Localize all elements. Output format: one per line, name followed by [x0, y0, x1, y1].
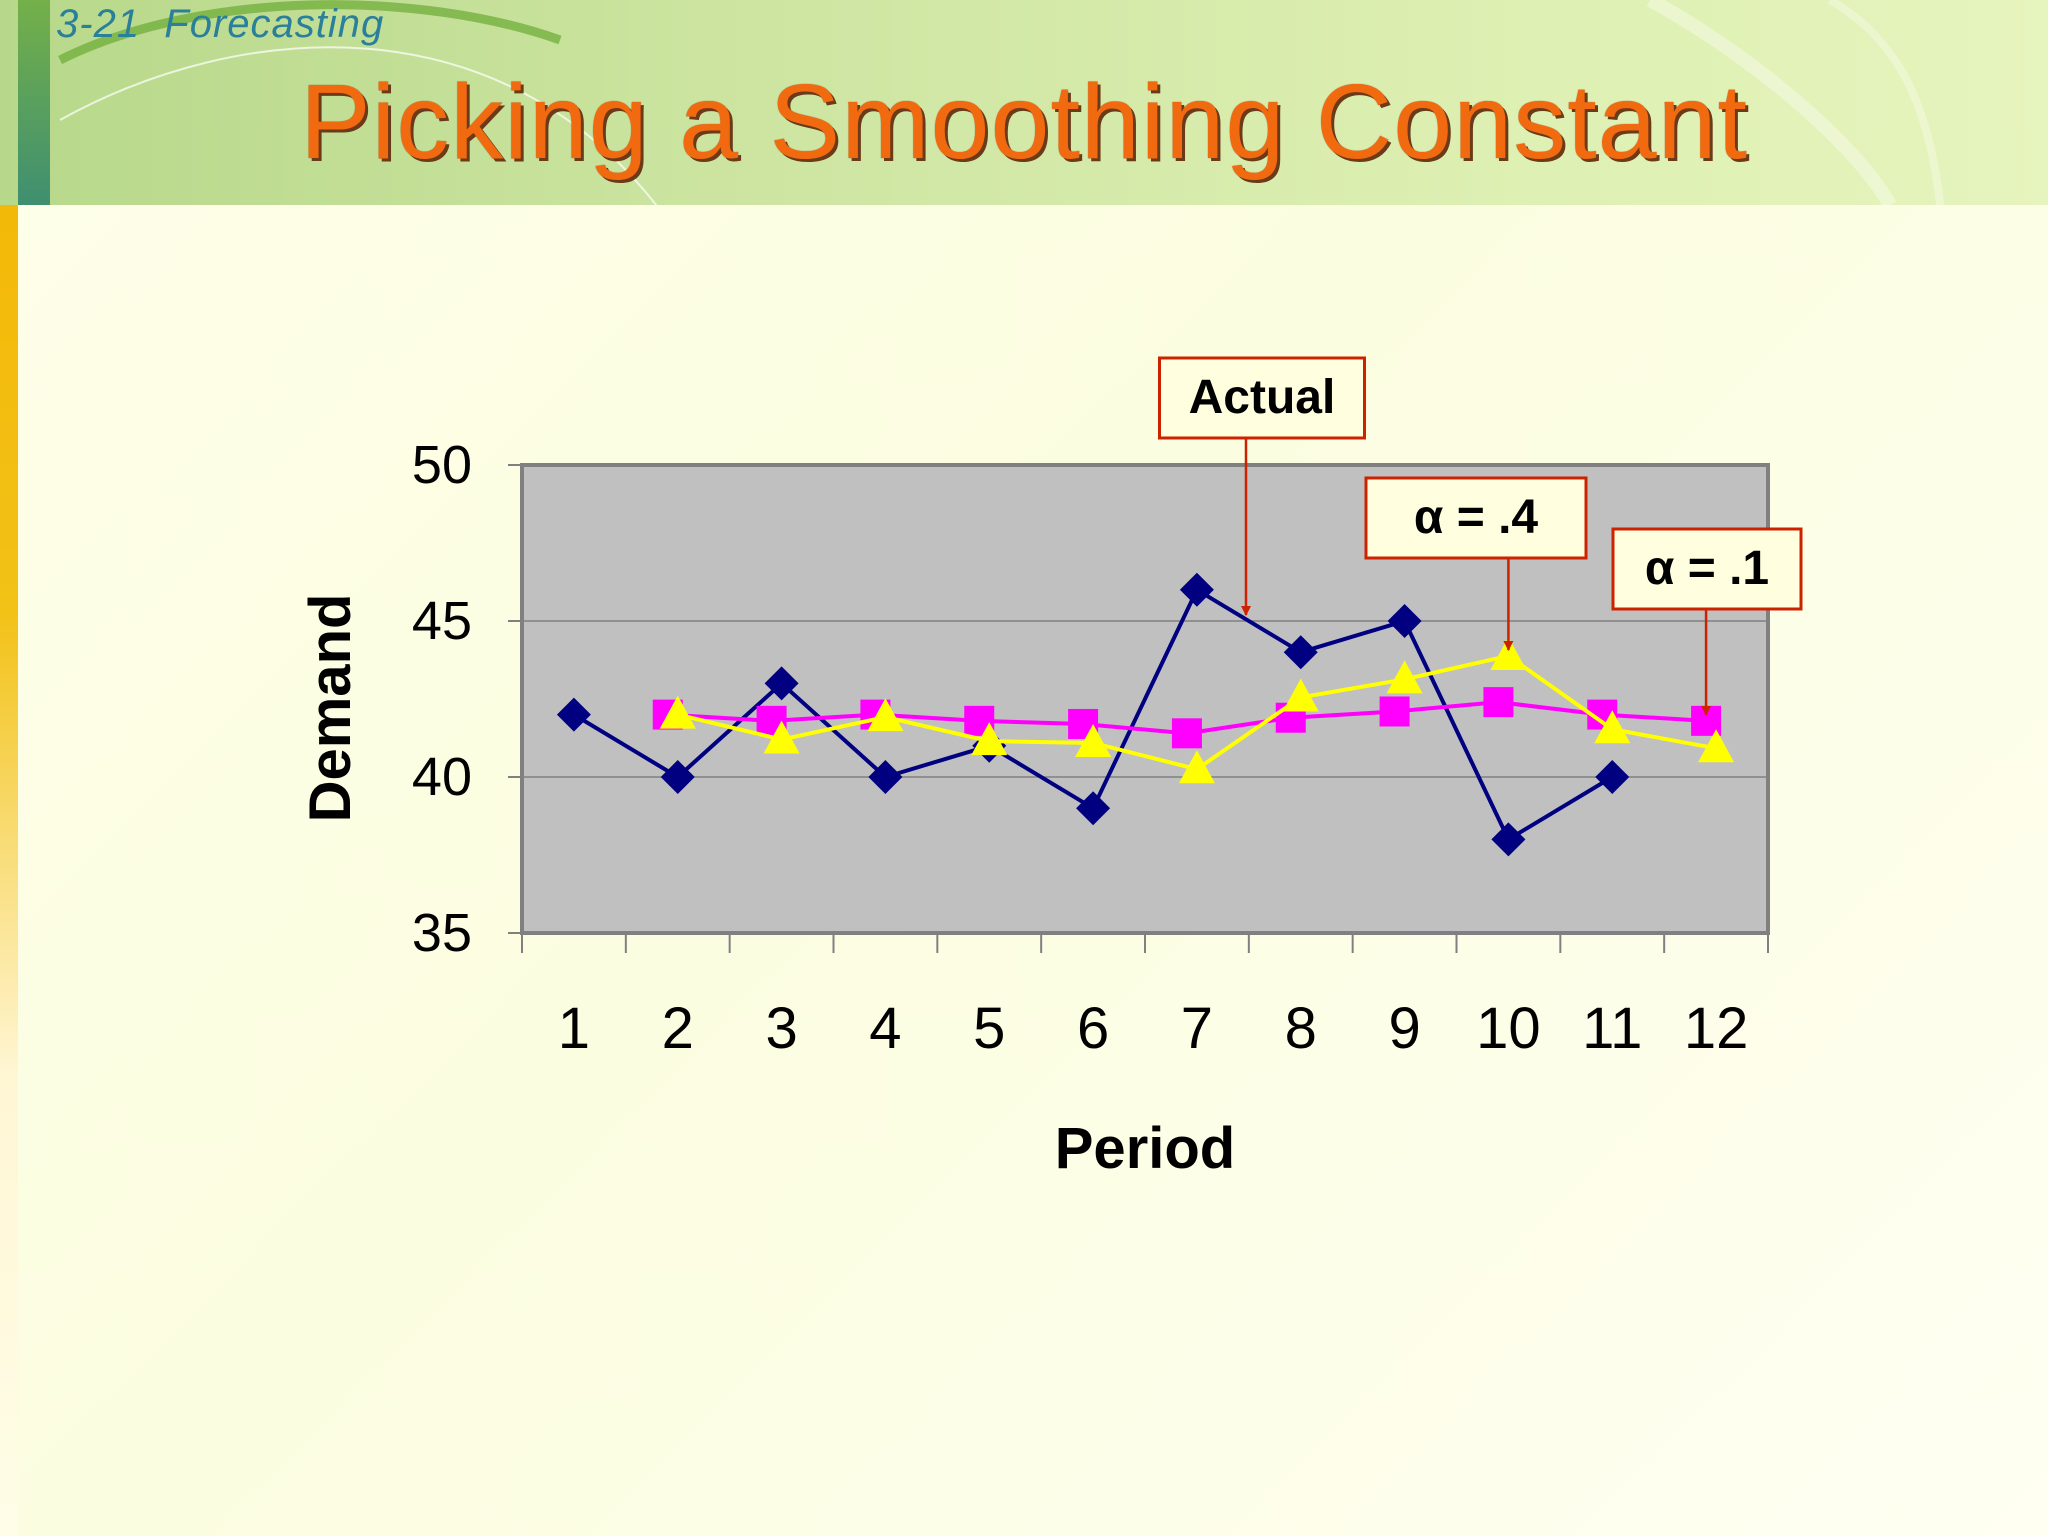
data-point-triangle	[1386, 660, 1423, 694]
x-tick-label: 5	[973, 996, 1005, 1061]
y-axis-title: Demand	[298, 594, 363, 823]
x-axis-title: Period	[1055, 1116, 1236, 1181]
annotation-box	[1611, 527, 1803, 611]
annotation-box	[1364, 476, 1588, 560]
data-point-diamond	[1491, 822, 1526, 857]
y-tick-label: 40	[412, 747, 472, 807]
annotation-callout: α = .4	[1364, 476, 1588, 651]
data-point-triangle	[1075, 723, 1112, 757]
data-point-diamond	[764, 666, 799, 701]
data-point-diamond	[556, 697, 591, 732]
series-0	[556, 572, 1630, 857]
data-point-triangle	[1282, 678, 1319, 712]
data-point-triangle	[1594, 710, 1631, 744]
data-point-triangle	[763, 720, 800, 754]
annotation-callout: α = .1	[1611, 527, 1803, 716]
x-tick-label: 8	[1285, 996, 1317, 1061]
y-tick-label: 50	[412, 435, 472, 495]
data-point-diamond	[1179, 572, 1214, 607]
slide-header	[0, 0, 2048, 205]
y-tick-label: 45	[412, 591, 472, 651]
x-tick-label: 12	[1684, 996, 1749, 1061]
page-title: Picking a Smoothing Constant	[299, 63, 1749, 181]
annotation-label: α = .1	[1645, 542, 1769, 595]
data-point-square	[1379, 696, 1410, 727]
header-accent-block	[18, 0, 50, 205]
data-point-square	[1483, 687, 1514, 718]
gridlines	[522, 620, 1768, 778]
data-point-diamond	[1595, 760, 1630, 794]
data-point-diamond	[868, 760, 903, 794]
data-point-diamond	[1387, 604, 1422, 638]
x-tick-label: 3	[765, 996, 797, 1061]
x-tick-label: 9	[1388, 996, 1420, 1061]
x-tick-label: 1	[558, 996, 590, 1061]
annotations: Actual α = .4 α = .1	[1158, 356, 1803, 716]
data-point-triangle	[1178, 750, 1215, 784]
data-point-triangle	[971, 722, 1008, 756]
data-point-diamond	[1283, 635, 1318, 670]
y-tick-label: 35	[412, 903, 472, 963]
data-point-diamond	[660, 760, 695, 794]
x-tick-label: 2	[662, 996, 694, 1061]
annotation-label: Actual	[1189, 371, 1336, 424]
data-point-diamond	[1076, 791, 1111, 826]
annotation-label: α = .4	[1414, 491, 1539, 544]
data-point-triangle	[1698, 729, 1735, 763]
series-1	[659, 636, 1735, 784]
data-point-triangle	[659, 695, 696, 729]
x-tick-label: 6	[1077, 996, 1109, 1061]
x-tick-label: 11	[1582, 996, 1642, 1061]
data-point-triangle	[1490, 636, 1527, 670]
data-point-triangle	[867, 698, 904, 732]
x-tick-label: 4	[869, 996, 901, 1061]
annotation-box	[1158, 356, 1366, 440]
data-point-square	[1171, 718, 1202, 749]
x-tick-label: 10	[1476, 996, 1541, 1061]
series-group	[556, 572, 1735, 857]
annotation-callout: Actual	[1158, 356, 1366, 616]
x-tick-label: 7	[1181, 996, 1213, 1061]
slide-number: 3-21 Forecasting	[56, 2, 385, 46]
header-swoosh-decoration	[57, 0, 1944, 205]
left-accent-bar	[0, 0, 18, 1536]
